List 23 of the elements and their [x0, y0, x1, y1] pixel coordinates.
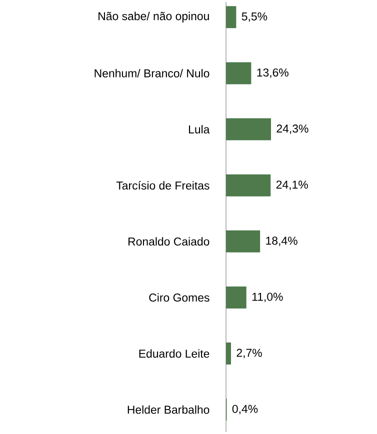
- y-tick-label: Não sabe/ não opinou: [98, 12, 209, 22]
- data-label: 24,3%: [276, 124, 308, 134]
- y-tick-label: Nenhum/ Branco/ Nulo: [94, 68, 210, 78]
- data-label: 2,7%: [236, 348, 262, 358]
- bar: [226, 118, 272, 140]
- data-label: 13,6%: [257, 68, 288, 78]
- y-tick-label: Ciro Gomes: [149, 293, 210, 302]
- bar: [226, 6, 236, 28]
- bar: [226, 342, 231, 365]
- data-label: 24,1%: [276, 180, 308, 190]
- y-tick-label: Helder Barbalho: [128, 405, 210, 414]
- y-tick-label: Eduardo Leite: [139, 349, 210, 358]
- y-tick-label: Lula: [189, 125, 210, 134]
- data-label: 11,0%: [252, 292, 283, 302]
- bar: [226, 286, 246, 308]
- y-tick-label: Ronaldo Caiado: [128, 237, 210, 246]
- bar: [226, 174, 271, 196]
- y-tick-label: Tarcísio de Freitas: [116, 181, 210, 190]
- data-label: 18,4%: [266, 236, 298, 246]
- bar: [226, 230, 260, 252]
- data-label: 0,4%: [232, 404, 258, 414]
- bar: [226, 62, 252, 84]
- data-label: 5,5%: [242, 12, 268, 22]
